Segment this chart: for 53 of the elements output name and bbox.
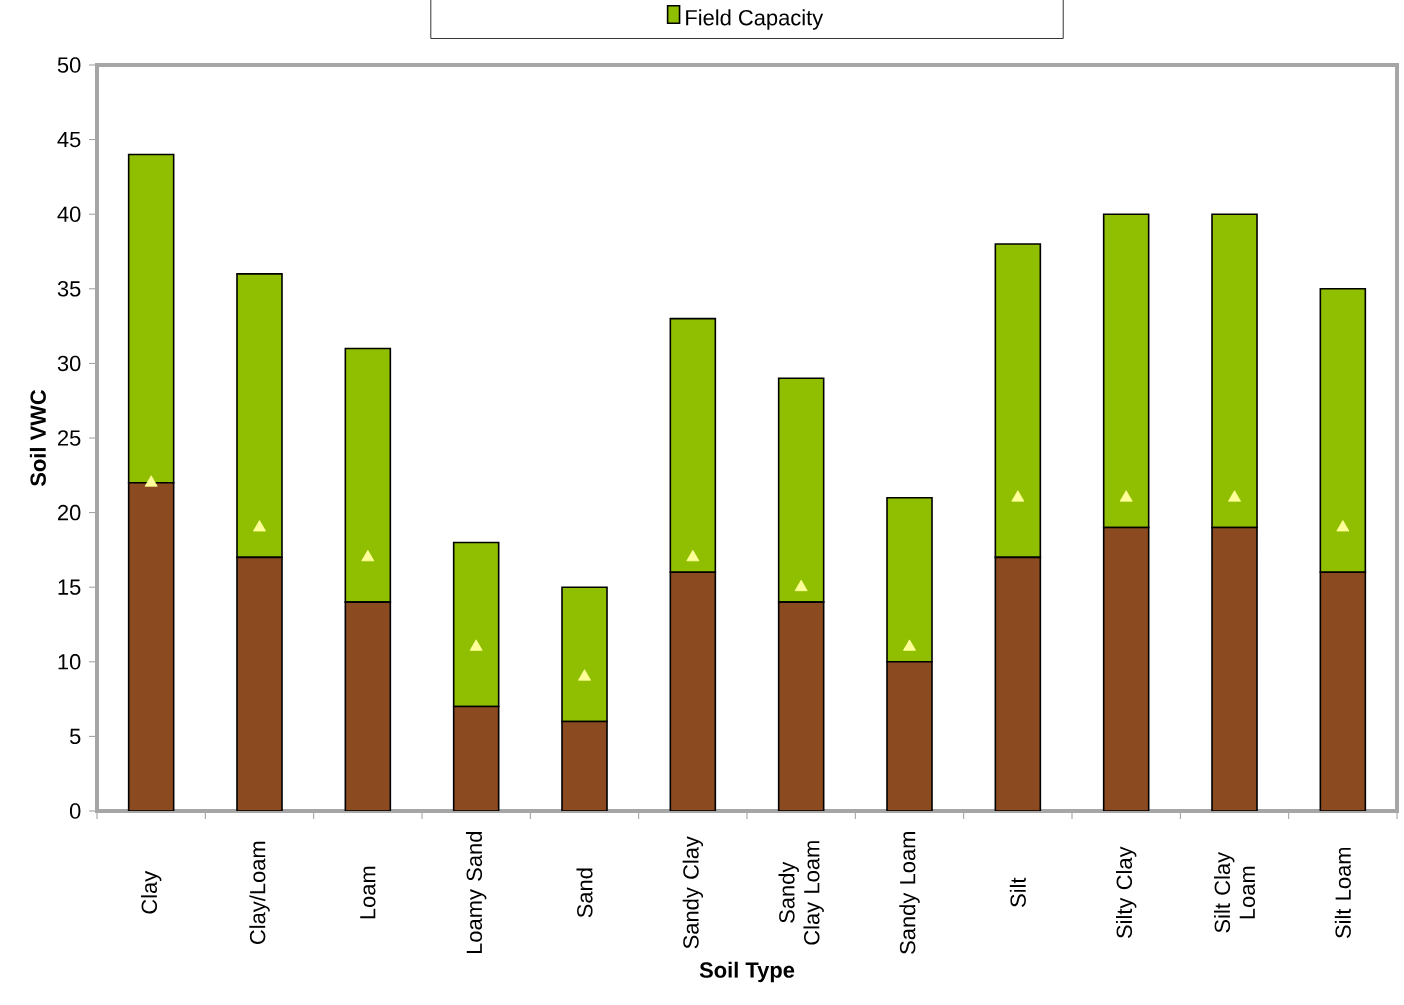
point	[144, 475, 158, 487]
y-tick-label: 5	[69, 728, 81, 745]
x-tick-label: Silty Clay	[1115, 846, 1137, 938]
bar	[886, 496, 933, 663]
y-tick-label: 0	[69, 803, 81, 819]
point	[253, 520, 266, 532]
x-tick-label: Silt Clay Loam	[1214, 851, 1256, 933]
bar	[1211, 526, 1258, 811]
point	[469, 639, 483, 651]
bar	[886, 661, 933, 811]
x-tick-label: Sandy Clay Loam	[778, 841, 824, 945]
x-tick-label: Silt	[1009, 877, 1026, 907]
y-tick-label: 15	[58, 579, 81, 595]
point	[578, 669, 591, 681]
bar	[344, 601, 392, 811]
bar	[669, 571, 717, 811]
y-tick-label: 50	[57, 57, 81, 73]
y-tick-label: 10	[58, 654, 81, 670]
bar	[561, 720, 608, 811]
bar	[452, 705, 500, 811]
point	[686, 549, 700, 562]
y-tick-label: 45	[57, 131, 81, 148]
x-tick-label: Sandy Clay	[682, 836, 704, 949]
x-tick-label: Loam	[360, 866, 376, 919]
bar	[561, 586, 608, 723]
point	[1011, 490, 1025, 502]
bar	[777, 601, 825, 811]
point	[1119, 490, 1133, 502]
y-tick-label: 40	[57, 206, 81, 222]
bar	[452, 541, 500, 708]
x-axis-title: Soil Type	[699, 961, 795, 983]
bar	[127, 481, 175, 811]
y-tick-label: 30	[57, 355, 81, 372]
y-tick-label: 20	[58, 504, 81, 521]
y-tick-label: 35	[57, 281, 81, 297]
y-tick-label: 25	[58, 430, 81, 446]
point	[361, 549, 375, 562]
bar	[236, 556, 283, 811]
legend-label: Field Capacity	[686, 9, 824, 30]
x-tick-label: Clay	[140, 870, 162, 914]
point	[903, 639, 916, 651]
point	[1228, 490, 1241, 502]
x-tick-label: Sandy Loam	[899, 832, 920, 954]
x-tick-label: Loamy Sand	[465, 832, 487, 954]
point	[1336, 520, 1350, 532]
point	[794, 579, 808, 592]
bar	[994, 556, 1042, 811]
x-tick-label: Sand	[576, 868, 593, 918]
x-tick-label: Silt Loam	[1334, 847, 1351, 938]
bar	[1319, 571, 1367, 811]
y-axis-title: Soil VWC	[29, 389, 46, 487]
bar	[1102, 526, 1150, 811]
x-tick-label: Clay/Loam	[249, 841, 270, 944]
